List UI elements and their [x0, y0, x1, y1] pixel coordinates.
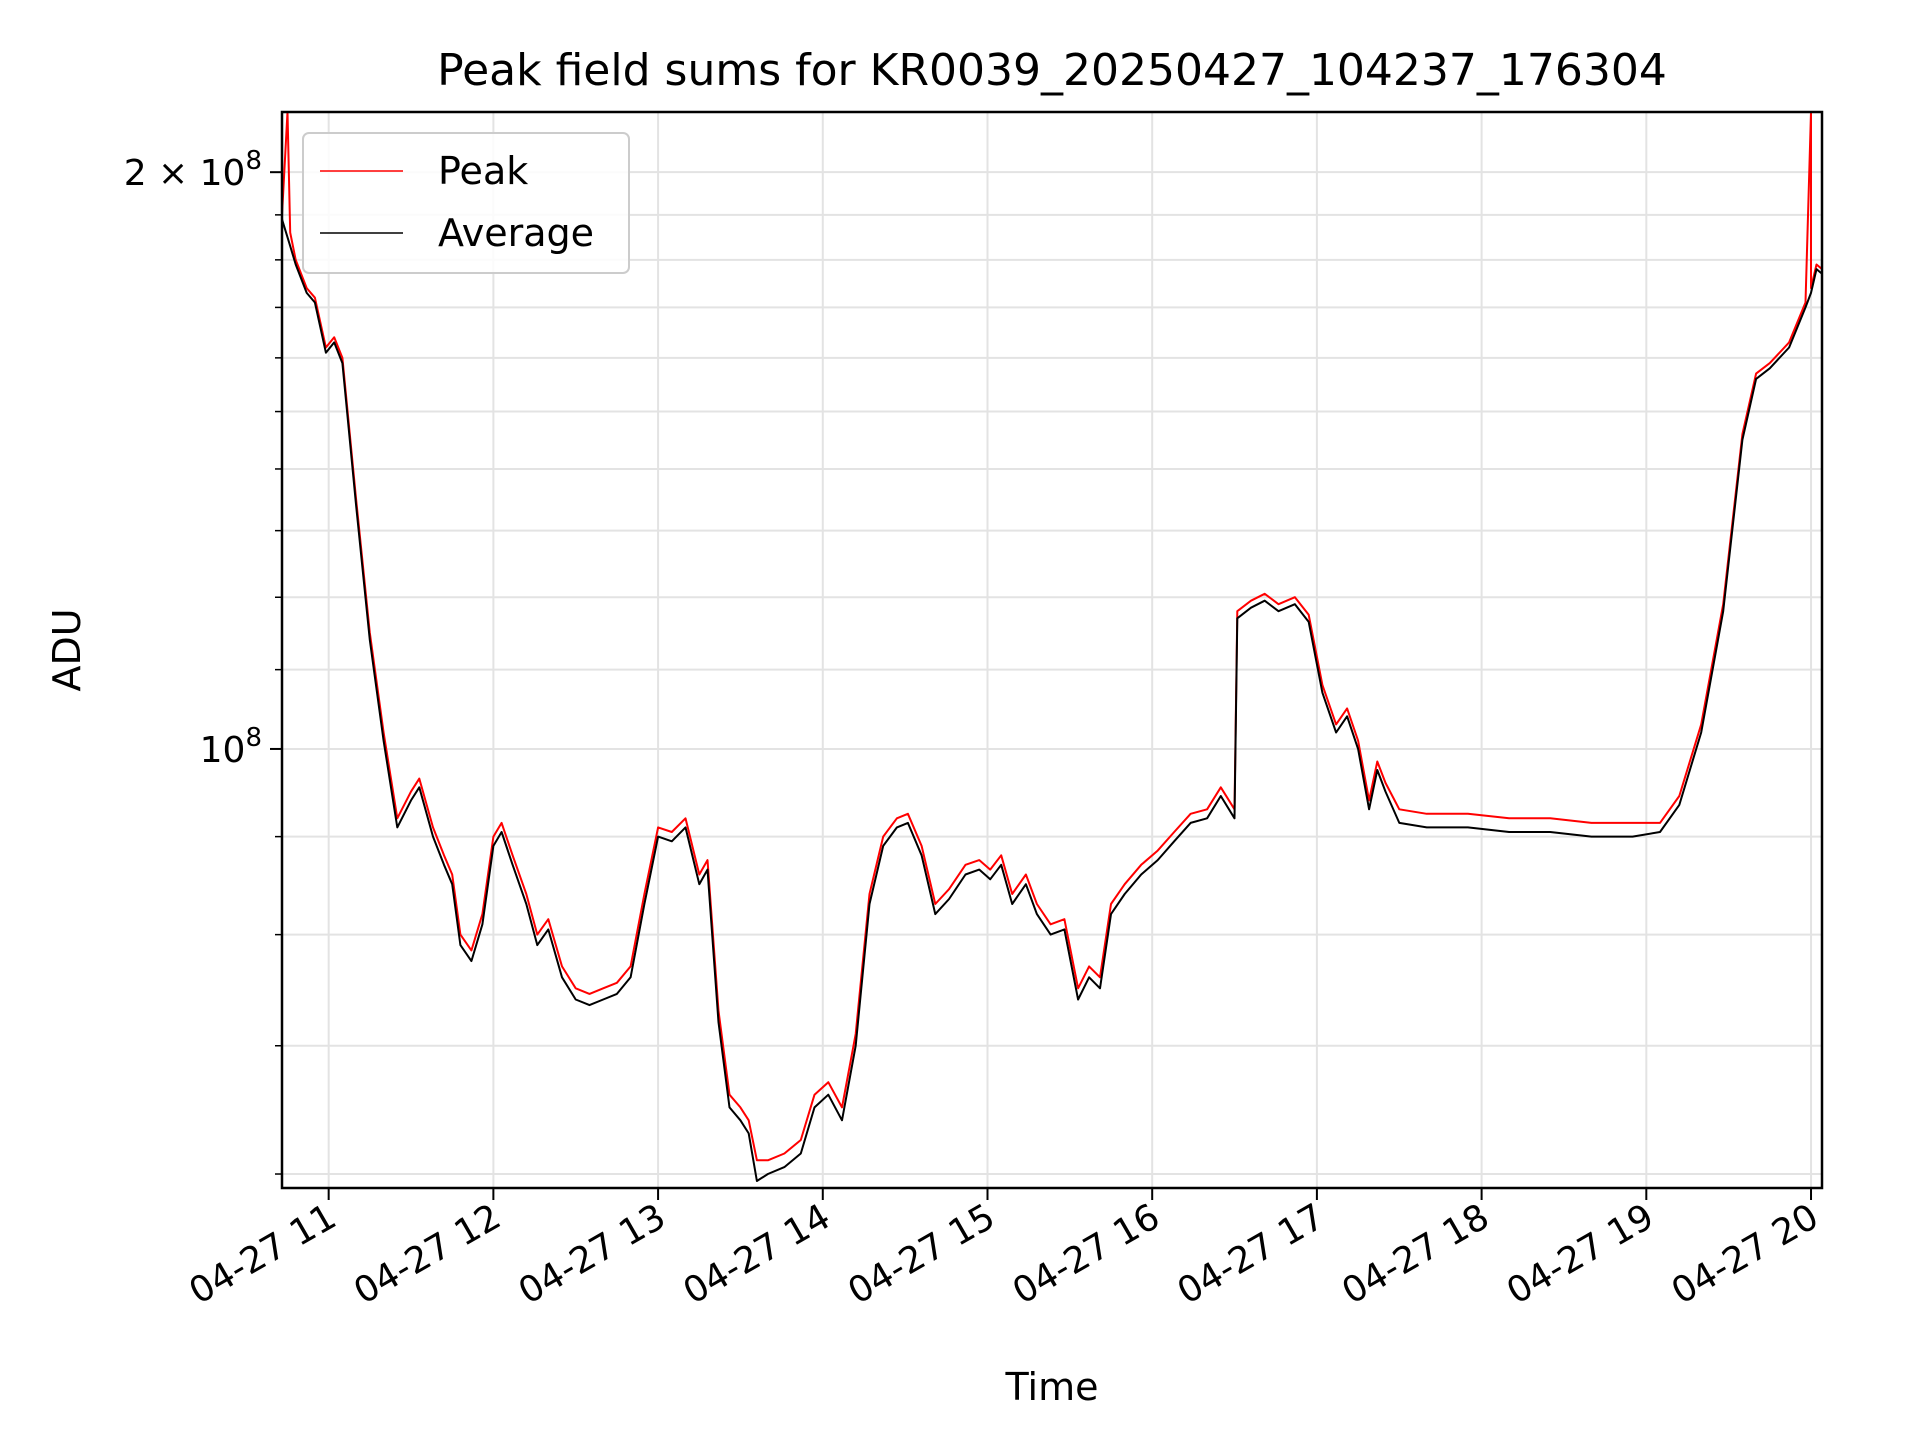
series-layer [282, 112, 1822, 1182]
grid [282, 112, 1822, 1188]
y-axis-label: ADU [45, 608, 89, 691]
y-tick-label: 108 [200, 723, 262, 771]
series-line-peak [282, 112, 1822, 1162]
series-line-average [282, 219, 1822, 1182]
x-axis-label: Time [1005, 1365, 1099, 1409]
y-tick-label: 2 × 108 [124, 146, 262, 194]
y-axis-ticks: 108 2 × 108 [124, 146, 282, 1175]
legend-box [302, 132, 630, 274]
chart-title: Peak field sums for KR0039_20250427_1042… [437, 45, 1667, 96]
legend: Peak Average [302, 132, 630, 274]
legend-label-peak: Peak [438, 149, 528, 193]
legend-label-average: Average [438, 211, 594, 255]
plot-frame [280, 110, 1824, 1190]
